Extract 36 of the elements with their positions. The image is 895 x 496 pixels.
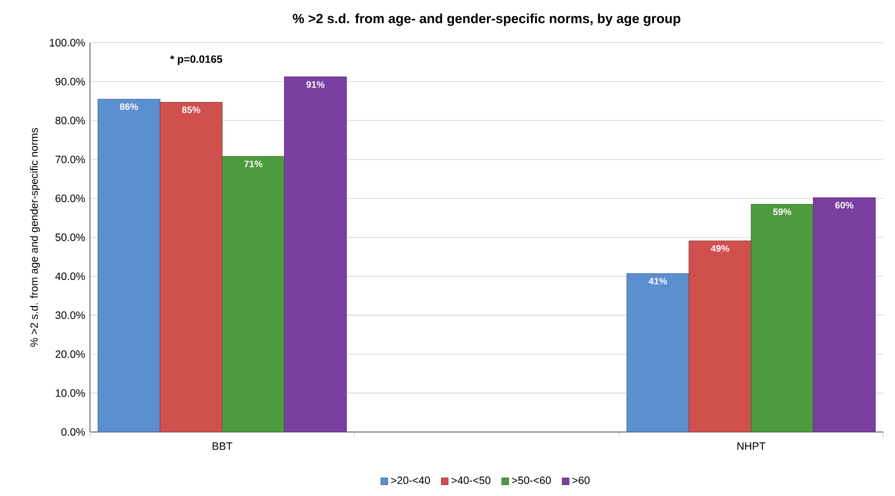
bar bbox=[750, 204, 814, 432]
y-tick-label: 0.0% bbox=[61, 428, 85, 436]
legend-label: >40-<50 bbox=[452, 476, 490, 484]
data-label: 59% bbox=[773, 208, 792, 216]
y-tick-label: 100.0% bbox=[50, 38, 85, 46]
bar bbox=[98, 98, 160, 432]
chart-title: % >2 s.d. from age- and gender-specific norms, by age group bbox=[292, 13, 680, 26]
bar bbox=[688, 240, 752, 432]
data-label: 86% bbox=[120, 103, 138, 110]
y-tick-label: 60.0% bbox=[56, 194, 85, 202]
data-label: 41% bbox=[648, 278, 667, 284]
x-tick-label: NHPT bbox=[737, 442, 766, 450]
y-tick-label: 30.0% bbox=[55, 311, 85, 319]
legend-label: >20-<40 bbox=[391, 476, 430, 484]
data-label: 91% bbox=[306, 81, 325, 88]
y-tick-label: 90.0% bbox=[56, 78, 85, 86]
y-tick-label: 70.0% bbox=[56, 156, 85, 164]
bar bbox=[626, 273, 690, 432]
y-axis-title: % >2 s.d. from age and gender-specific norms bbox=[30, 128, 40, 347]
bar bbox=[812, 197, 876, 432]
y-tick-label: 40.0% bbox=[55, 272, 85, 280]
y-tick-label: 80.0% bbox=[56, 116, 85, 124]
y-tick-label: 20.0% bbox=[56, 350, 85, 358]
bar bbox=[222, 156, 285, 432]
data-label: 85% bbox=[182, 106, 200, 114]
annotation: * p=0.0165 bbox=[170, 55, 222, 66]
legend-label: >50-<60 bbox=[512, 476, 551, 484]
data-label: 49% bbox=[710, 245, 730, 252]
bar bbox=[160, 102, 222, 432]
x-tick-label: BBT bbox=[212, 442, 232, 450]
data-label: 71% bbox=[244, 160, 262, 168]
bar bbox=[284, 76, 347, 432]
y-tick-label: 10.0% bbox=[56, 389, 85, 397]
y-tick-label: 50.0% bbox=[55, 234, 85, 242]
legend-label: >60 bbox=[572, 476, 590, 484]
data-label: 60% bbox=[835, 202, 854, 208]
